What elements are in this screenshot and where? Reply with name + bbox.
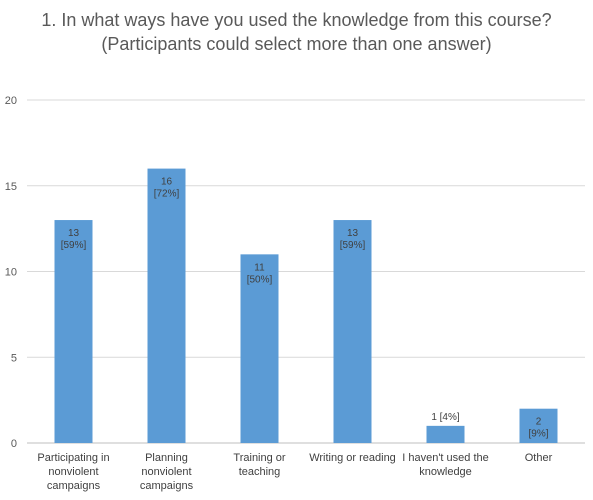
bar [426,425,465,443]
category-label: I haven't used the [402,452,489,464]
bar [147,168,186,443]
y-tick-label: 10 [5,267,17,279]
y-axis-ticks: 0 5 10 15 20 [5,95,17,450]
y-tick-label: 20 [5,95,17,107]
bar [333,220,372,443]
category-label: Writing or reading [309,452,396,464]
category-label: Training or [233,452,286,464]
chart-subtitle: (Participants could select more than one… [101,34,491,54]
category-label: Other [525,452,553,464]
data-label: [9%] [528,429,548,440]
category-label: Planning [145,452,188,464]
data-labels: 13[59%]16[72%]11[50%]13[59%]1 [4%] 2[9%] [61,177,549,440]
category-label: knowledge [419,466,472,478]
data-label: 2 [536,417,542,428]
gridlines [27,99,585,444]
data-label: 1 [4%] [431,412,460,423]
data-label: [59%] [340,240,366,251]
category-label: nonviolent [141,466,191,478]
category-label: nonviolent [48,466,98,478]
data-label: 13 [347,228,359,239]
bar [519,408,558,443]
category-label: Participating in [37,452,109,464]
bar [240,254,279,443]
y-tick-label: 5 [11,352,17,364]
data-label: 11 [254,262,265,273]
data-label: [59%] [61,240,87,251]
data-label: 13 [68,228,80,239]
bar [54,220,93,443]
category-labels: Participating in nonviolent campaigns Plann… [37,452,552,492]
y-tick-label: 0 [11,438,17,450]
data-label: 16 [161,177,173,188]
chart-title: 1. In what ways have you used the knowle… [41,10,551,30]
y-tick-label: 15 [5,181,17,193]
data-label: [72%] [154,189,180,200]
bars [54,168,558,443]
category-label: campaigns [47,480,101,492]
category-label: campaigns [140,480,194,492]
category-label: teaching [239,466,281,478]
data-label: [50%] [247,274,273,285]
